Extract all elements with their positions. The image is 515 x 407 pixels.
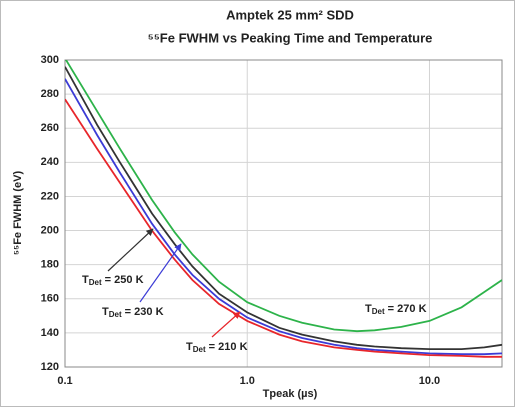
annotation: TDet = 250 K bbox=[82, 274, 144, 287]
x-tick-label: 10.0 bbox=[419, 375, 440, 387]
annotation: TDet = 230 K bbox=[102, 306, 164, 319]
y-tick-label: 140 bbox=[41, 327, 59, 339]
annotation-text: = 230 K bbox=[122, 306, 164, 318]
y-tick-label: 180 bbox=[41, 259, 59, 271]
y-axis-label: ⁵⁵Fe FWHM (eV) bbox=[12, 171, 24, 256]
annotation-symbol: T bbox=[102, 306, 109, 318]
plot-border bbox=[64, 59, 503, 368]
series-line bbox=[65, 98, 502, 358]
series-line bbox=[65, 66, 502, 350]
annotation-symbol: T bbox=[186, 341, 193, 353]
annotation-subscript: Det bbox=[89, 278, 102, 287]
y-tick-label: 300 bbox=[41, 54, 59, 66]
annotation-subscript: Det bbox=[193, 345, 206, 354]
annotation: TDet = 210 K bbox=[186, 341, 248, 354]
annotation-text: = 270 K bbox=[385, 303, 427, 315]
annotation-text: = 210 K bbox=[206, 341, 248, 353]
annotation-subscript: Det bbox=[109, 310, 122, 319]
annotation-subscript: Det bbox=[372, 307, 385, 316]
annotation-arrow bbox=[211, 311, 241, 338]
y-tick-label: 280 bbox=[41, 88, 59, 100]
chart-title: Amptek 25 mm² SDD bbox=[226, 7, 354, 22]
y-tick-label: 200 bbox=[41, 224, 59, 236]
annotation: TDet = 270 K bbox=[365, 303, 427, 316]
annotation-arrow bbox=[139, 243, 182, 303]
y-tick-label: 260 bbox=[41, 122, 59, 134]
x-axis-label: Tpeak (µs) bbox=[263, 388, 318, 400]
y-tick-label: 240 bbox=[41, 156, 59, 168]
y-tick-label: 120 bbox=[41, 361, 59, 373]
x-tick-label: 0.1 bbox=[57, 375, 72, 387]
y-tick-label: 160 bbox=[41, 293, 59, 305]
annotation-symbol: T bbox=[365, 303, 372, 315]
annotation-text: = 250 K bbox=[102, 274, 144, 286]
annotation-arrow bbox=[107, 228, 154, 272]
series-line bbox=[65, 60, 502, 333]
chart-subtitle: ⁵⁵Fe FWHM vs Peaking Time and Temperatur… bbox=[148, 30, 433, 45]
series-line bbox=[65, 78, 502, 356]
x-tick-label: 1.0 bbox=[240, 375, 255, 387]
y-tick-label: 220 bbox=[41, 190, 59, 202]
annotation-symbol: T bbox=[82, 274, 89, 286]
